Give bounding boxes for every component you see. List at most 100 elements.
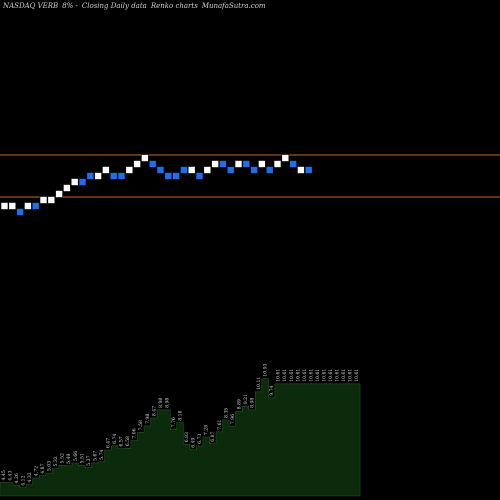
renko-brick-up: [47, 196, 56, 204]
renko-brick-up: [297, 166, 305, 174]
volume-panel: 4.45 4.43 4.26 4.12 4.324.72 4.87 5.03 5.32 5.52…: [0, 363, 361, 497]
volume-label: 4.26: [14, 473, 20, 483]
volume-label: 4.32: [27, 472, 33, 482]
volume-label: 5.74: [99, 449, 105, 459]
volume-label: 6.47: [106, 438, 112, 448]
volume-label: 7.06: [132, 428, 138, 438]
renko-brick-down: [86, 172, 95, 180]
volume-label: 10.61: [341, 369, 347, 382]
volume-label: 8.18: [178, 410, 184, 420]
volume-label: 4.45: [1, 470, 7, 480]
renko-brick-down: [226, 166, 235, 174]
renko-brick-up: [94, 172, 102, 180]
renko-brick-up: [187, 166, 196, 174]
reference-levels: [0, 154, 500, 198]
volume-area: [0, 378, 361, 497]
renko-bricks: [0, 154, 313, 216]
volume-label: 6.57: [119, 436, 125, 446]
volume-label: 7.28: [204, 425, 210, 435]
renko-brick-up: [8, 202, 17, 210]
volume-label: 5.37: [86, 455, 92, 465]
renko-brick-down: [31, 202, 40, 210]
volume-label: 5.51: [79, 453, 85, 463]
volume-label: 4.87: [40, 463, 46, 473]
volume-label: 5.52: [60, 453, 66, 463]
volume-label: 8.35: [223, 408, 229, 418]
renko-brick-up: [24, 202, 32, 210]
renko-brick-up: [258, 160, 266, 168]
volume-label: 7.96: [230, 414, 236, 424]
chart-change: 8% -: [62, 2, 78, 10]
volume-label: 6.83: [184, 432, 190, 442]
renko-brick-up: [273, 160, 282, 168]
volume-label: 10.61: [302, 369, 308, 382]
renko-brick-up: [141, 154, 149, 162]
renko-brick-up: [203, 166, 212, 174]
renko-brick-down: [117, 172, 126, 180]
volume-label: 5.49: [66, 453, 72, 463]
renko-brick-down: [172, 172, 180, 180]
renko-brick-down: [164, 172, 173, 180]
volume-label: 8.98: [164, 398, 170, 408]
volume-label: 4.12: [20, 475, 26, 485]
volume-label: 10.61: [289, 369, 295, 382]
renko-brick-up: [234, 160, 243, 168]
renko-brick-down: [156, 166, 165, 174]
volume-label: 10.93: [263, 363, 269, 376]
chart-symbol: NASDAQ VERB: [3, 2, 59, 10]
volume-label: 8.89: [236, 399, 242, 409]
renko-brick-up: [63, 184, 71, 192]
volume-label: 10.61: [282, 369, 288, 382]
volume-label: 10.61: [308, 369, 314, 382]
renko-brick-up: [125, 166, 134, 174]
renko-brick-down: [289, 160, 297, 168]
volume-label: 5.03: [47, 461, 53, 471]
renko-brick-down: [195, 172, 204, 180]
renko-brick-down: [250, 166, 258, 174]
renko-brick-up: [281, 154, 290, 162]
renko-brick-up: [211, 160, 219, 168]
chart-type-name: Renko charts: [150, 2, 198, 10]
volume-label: 10.61: [335, 369, 341, 382]
volume-label: 7.58: [138, 420, 144, 430]
chart-subtitle: Closing Daily data: [81, 2, 147, 10]
renko-brick-up: [0, 202, 9, 210]
renko-brick-down: [304, 166, 313, 174]
volume-label: 10.61: [315, 369, 321, 382]
renko-brick-up: [70, 178, 79, 186]
volume-label: 7.76: [171, 417, 177, 427]
volume-label: 4.72: [34, 466, 40, 476]
renko-brick-down: [265, 166, 274, 174]
volume-label: 9.74: [269, 385, 275, 395]
renko-brick-up: [133, 160, 141, 168]
volume-label: 8.47: [151, 406, 157, 416]
volume-label: 6.87: [210, 431, 216, 441]
volume-label: 7.98: [145, 414, 151, 424]
volume-label: 8.98: [250, 398, 256, 408]
volume-label: 8.98: [158, 398, 164, 408]
volume-label: 10.61: [295, 369, 301, 382]
volume-label: 10.61: [276, 369, 282, 382]
chart-site: MunafaSutra.com: [201, 2, 266, 10]
volume-label: 6.58: [125, 436, 131, 446]
renko-brick-down: [242, 160, 251, 168]
renko-brick-up: [102, 166, 110, 174]
volume-label: 5.32: [53, 456, 59, 466]
volume-label: 10.61: [354, 369, 360, 382]
volume-label: 4.43: [7, 470, 13, 480]
renko-brick-up: [55, 190, 63, 198]
volume-label: 5.67: [92, 451, 98, 461]
renko-brick-down: [16, 208, 24, 216]
volume-label: 5.66: [73, 451, 79, 461]
chart-title: NASDAQ VERB 8% - Closing Daily data Renko c…: [3, 2, 270, 10]
renko-brick-down: [219, 160, 227, 168]
volume-label: 6.49: [191, 437, 197, 447]
volume-label: 10.11: [256, 377, 262, 390]
renko-brick-down: [109, 172, 118, 180]
renko-brick-down: [148, 160, 157, 168]
volume-label: 6.73: [197, 434, 203, 444]
volume-label: 6.74: [112, 433, 118, 443]
volume-label: 9.21: [243, 394, 249, 404]
